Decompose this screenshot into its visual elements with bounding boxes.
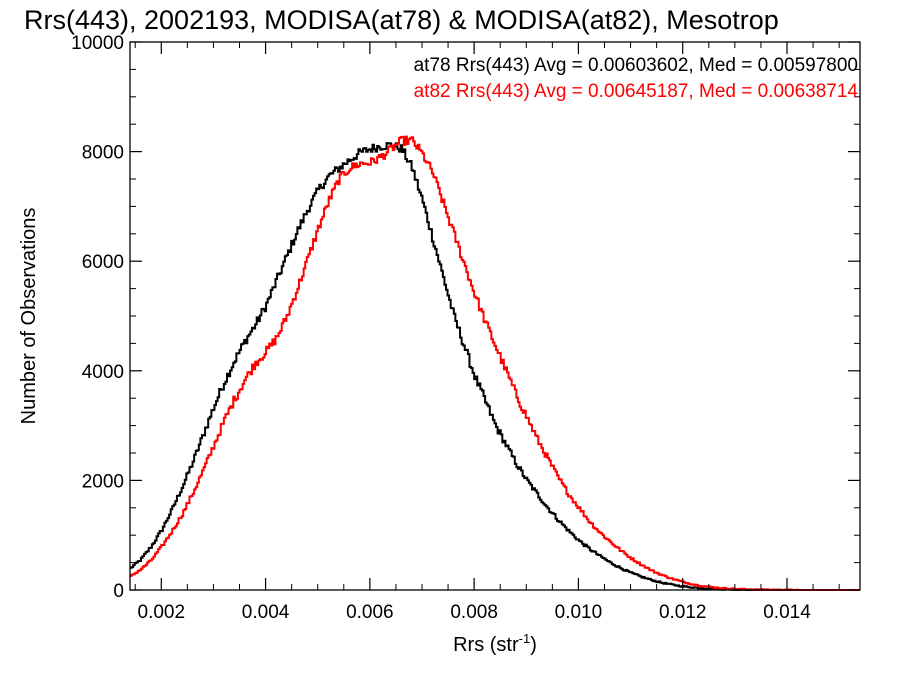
x-tick-label: 0.006 bbox=[346, 602, 394, 623]
y-tick-label: 0 bbox=[113, 581, 124, 602]
x-tick-label: 0.010 bbox=[555, 602, 603, 623]
x-axis-label: Rrs (str-1) bbox=[453, 631, 537, 656]
y-tick-label: 10000 bbox=[71, 33, 124, 54]
x-axis-ticks: 0.002 0.004 0.006 0.008 0.010 0.012 0.014 bbox=[134, 42, 840, 623]
chart-title: Rrs(443), 2002193, MODISA(at78) & MODISA… bbox=[24, 5, 779, 35]
x-tick-label: 0.012 bbox=[659, 602, 707, 623]
legend-entry-at78: at78 Rrs(443) Avg = 0.00603602, Med = 0.… bbox=[414, 55, 858, 76]
y-tick-label: 6000 bbox=[82, 252, 124, 273]
x-tick-label: 0.014 bbox=[763, 602, 811, 623]
x-tick-label: 0.008 bbox=[450, 602, 498, 623]
y-tick-label: 2000 bbox=[82, 471, 124, 492]
x-axis-label-superscript: -1 bbox=[519, 631, 531, 646]
series-at82-line bbox=[130, 135, 860, 591]
x-tick-label: 0.002 bbox=[138, 602, 186, 623]
legend: at78 Rrs(443) Avg = 0.00603602, Med = 0.… bbox=[414, 55, 859, 102]
x-axis-label-text: Rrs (str bbox=[453, 634, 519, 656]
plot-frame bbox=[129, 41, 861, 591]
y-tick-label: 8000 bbox=[82, 143, 124, 164]
x-tick-label: 0.004 bbox=[242, 602, 290, 623]
legend-entry-at82: at82 Rrs(443) Avg = 0.00645187, Med = 0.… bbox=[414, 81, 859, 102]
x-axis-label-close: ) bbox=[530, 634, 537, 656]
y-tick-label: 4000 bbox=[82, 362, 124, 383]
y-axis-label: Number of Observations bbox=[18, 208, 40, 425]
series-layer bbox=[130, 135, 860, 591]
y-axis-ticks: 0 2000 4000 6000 8000 10000 bbox=[71, 33, 860, 602]
series-at78-line bbox=[130, 142, 860, 591]
plot-area: 0.002 0.004 0.006 0.008 0.010 0.012 0.014 0 200… bbox=[71, 33, 861, 623]
